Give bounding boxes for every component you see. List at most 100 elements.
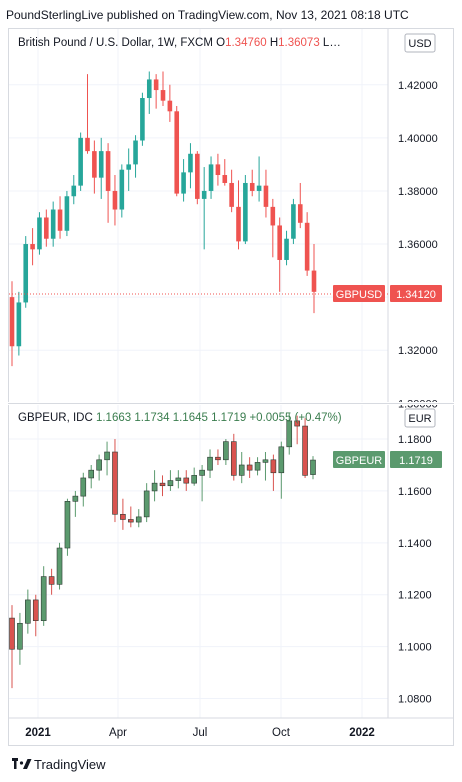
candle-body <box>153 79 159 91</box>
candle-body <box>57 209 63 231</box>
candle <box>135 509 142 528</box>
candle-body <box>270 206 276 226</box>
legend-open-value: 1.1663 <box>96 412 134 424</box>
gbpeur-pane[interactable]: 1.0800 1.1000 1.1200 1.1400 1.1600 1.1800 GBPE… <box>9 404 442 718</box>
candle <box>120 498 126 530</box>
legend-high-label: H <box>270 37 278 49</box>
candle-body <box>236 206 241 242</box>
candle <box>71 175 77 205</box>
candle-body <box>201 190 207 199</box>
candle <box>17 612 23 665</box>
candle <box>195 151 200 205</box>
candle <box>64 498 71 556</box>
candle <box>302 418 308 478</box>
candle-body <box>9 617 15 650</box>
x-tick-label: 2022 <box>349 727 375 739</box>
candle <box>249 169 255 197</box>
candle <box>9 281 15 367</box>
candle-body <box>64 196 70 231</box>
x-tick-label: Oct <box>272 727 291 739</box>
y-tick-label: 1.1200 <box>398 590 432 602</box>
candle-body <box>128 519 134 523</box>
candle-body <box>92 151 97 178</box>
gbpusd-pane[interactable]: 1.320001.340001.360001.380001.400001.420… <box>9 29 442 402</box>
legend-high-value: 1.1734 <box>134 412 172 424</box>
legend-open-value: 1.34760 <box>225 37 270 49</box>
candle <box>256 156 262 202</box>
candle-body <box>229 182 234 207</box>
candle-body <box>48 576 55 585</box>
candle-body <box>85 137 90 152</box>
candle-body <box>263 185 269 207</box>
candle-body <box>249 182 255 191</box>
candle <box>215 449 221 465</box>
candle <box>230 433 237 481</box>
candle <box>183 470 190 491</box>
candle <box>159 475 166 497</box>
candle <box>104 441 110 476</box>
candle-body <box>254 462 261 471</box>
candle-body <box>270 459 277 474</box>
candle-body <box>278 446 285 474</box>
candle <box>50 201 56 247</box>
candle <box>140 92 145 146</box>
footer-brand: TradingView <box>34 757 106 772</box>
candle-body <box>167 480 174 487</box>
candle-body <box>9 297 15 347</box>
candle-body <box>230 441 237 476</box>
candle <box>262 452 269 481</box>
x-tick-label: 2021 <box>25 727 51 739</box>
candle <box>48 568 55 595</box>
candle <box>254 457 261 476</box>
candle-body <box>64 501 71 549</box>
candle-body <box>199 469 205 476</box>
candle <box>236 180 241 250</box>
y-tick-label: 1.1400 <box>398 538 432 550</box>
currency-badge-bg <box>404 408 436 428</box>
symbol-tag-bg <box>333 451 385 469</box>
candle-body <box>284 238 289 260</box>
candle <box>263 169 269 218</box>
candle-body <box>243 182 248 242</box>
legend-line: British Pound / U.S. Dollar, 1W, FXCM O1… <box>18 37 341 49</box>
candle-body <box>56 547 63 585</box>
chart-overlay: 1.300002021AprJulOct2022 <box>8 398 454 739</box>
symbol-tag-label: GBPEUR <box>336 455 383 467</box>
candle <box>128 506 134 528</box>
candle-body <box>174 111 180 194</box>
candle-body <box>191 475 197 484</box>
candle <box>80 472 87 507</box>
currency-badge-bg <box>404 33 436 53</box>
price-tag-bg <box>390 451 442 469</box>
candle-body <box>37 217 42 250</box>
candle <box>143 483 150 523</box>
candle <box>188 143 193 189</box>
legend-change: +0.0055 (+0.47%) <box>249 412 341 424</box>
candle-body <box>286 420 293 448</box>
candle-body <box>112 190 118 210</box>
y-tick-label: 1.38000 <box>398 186 438 198</box>
candle-body <box>120 513 126 520</box>
candle <box>223 439 229 465</box>
candle-body <box>40 576 47 621</box>
candle-body <box>72 495 79 502</box>
candle <box>98 137 104 199</box>
footer[interactable]: TradingView <box>8 752 208 776</box>
candle <box>304 212 310 276</box>
legend-line: GBPEUR, IDC 1.1663 1.1734 1.1645 1.1719 … <box>18 412 342 424</box>
candle <box>167 470 174 491</box>
candle-body <box>188 153 193 173</box>
candle-body <box>25 599 31 624</box>
legend-low-value: 1.1645 <box>173 412 211 424</box>
candle-body <box>310 459 316 475</box>
candle <box>78 132 83 191</box>
candle-body <box>104 451 110 461</box>
candle-body <box>256 185 262 191</box>
candle <box>297 182 303 229</box>
legend-close-value: 1.1719 <box>211 412 249 424</box>
y-tick-label: 1.1000 <box>398 642 432 654</box>
candle-body <box>151 482 158 492</box>
candle-body <box>112 451 118 515</box>
symbol-tag-label: GBPUSD <box>336 289 383 301</box>
